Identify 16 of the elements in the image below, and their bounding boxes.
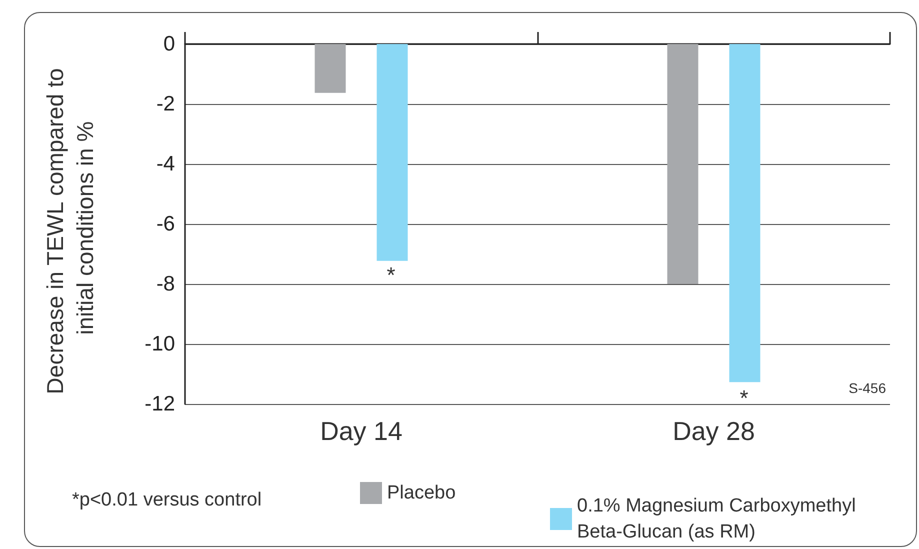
y-tick-label: -8 (156, 272, 175, 296)
y-tick-label: -4 (156, 152, 176, 176)
y-tick-label: -2 (156, 92, 175, 116)
x-tick-label: Day 14 (320, 416, 402, 446)
legend-label: Placebo (387, 482, 456, 504)
y-tick-label: -10 (144, 332, 175, 356)
annotation: * (740, 386, 749, 410)
text: *p<0.01 versus control (72, 490, 262, 510)
annotation: * (386, 262, 396, 288)
annotation: S-456 (848, 380, 886, 396)
x-tick-label: Day 28 (672, 416, 755, 446)
y-tick-label: -12 (144, 392, 175, 416)
y-tick-label: -6 (156, 212, 175, 236)
y-tick-label: 0 (163, 32, 175, 56)
legend-label: 0.1% Magnesium Carboxymethyl Beta-Glucan (as RM) (577, 496, 862, 542)
y-axis-title: Decrease in TEWL compared to initial conditions in % (42, 62, 98, 394)
